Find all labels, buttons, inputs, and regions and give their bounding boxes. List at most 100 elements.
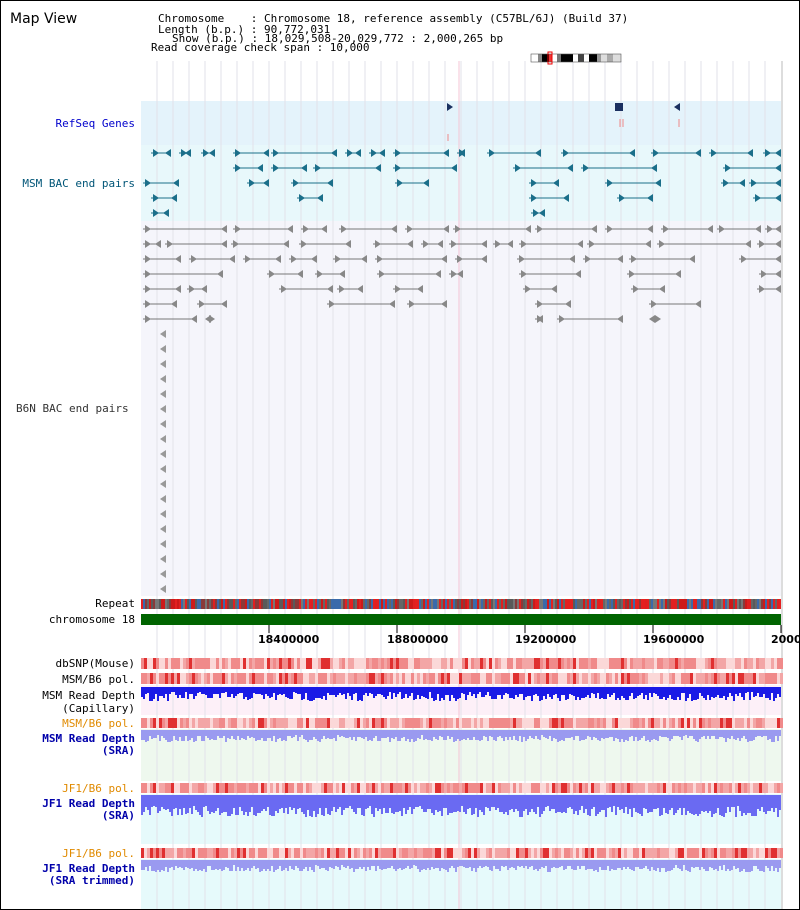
read-depth-bar xyxy=(395,860,397,871)
read-depth-bar xyxy=(345,860,347,868)
msm-bac-end xyxy=(185,149,191,157)
polymorphism-cell xyxy=(744,673,747,684)
polymorphism-cell xyxy=(738,718,741,728)
read-depth-bar xyxy=(379,687,381,694)
msm-bac-end xyxy=(583,164,589,172)
polymorphism-cell xyxy=(549,783,552,793)
read-depth-bar xyxy=(329,795,331,815)
polymorphism-cell xyxy=(534,673,537,684)
repeat-segment xyxy=(299,599,301,609)
polymorphism-cell xyxy=(309,673,312,684)
read-depth-bar xyxy=(483,860,485,867)
repeat-segment xyxy=(449,599,451,609)
track-label-dbsnp[interactable]: dbSNP(Mouse) xyxy=(55,657,135,670)
repeat-segment xyxy=(605,599,607,609)
track-label-jf1-b6-pol-1[interactable]: JF1/B6 pol. xyxy=(62,782,135,795)
read-depth-bar xyxy=(327,730,329,738)
read-depth-bar xyxy=(371,687,373,694)
polymorphism-cell xyxy=(225,718,228,728)
track-label-jf1-depth-sra[interactable]: JF1 Read Depth xyxy=(42,797,135,810)
polymorphism-cell xyxy=(324,658,327,669)
polymorphism-cell xyxy=(723,658,726,669)
read-depth-bar xyxy=(305,687,307,693)
polymorphism-cell xyxy=(345,658,348,669)
repeat-segment xyxy=(419,599,421,609)
track-label-chromosome[interactable]: chromosome 18 xyxy=(48,613,135,626)
repeat-segment xyxy=(447,599,449,609)
track-label-jf1-depth-trim[interactable]: JF1 Read Depth xyxy=(42,862,135,875)
b6n-bac-end xyxy=(525,225,531,233)
read-depth-bar xyxy=(555,687,557,694)
polymorphism-cell xyxy=(156,848,159,858)
ideogram-band xyxy=(573,54,578,62)
polymorphism-cell xyxy=(399,658,402,669)
polymorphism-cell xyxy=(288,658,291,669)
polymorphism-cell xyxy=(639,718,642,728)
polymorphism-cell xyxy=(225,848,228,858)
msm-bac-end xyxy=(395,149,401,157)
track-label-jf1-b6-pol-2[interactable]: JF1/B6 pol. xyxy=(62,847,135,860)
read-depth-bar xyxy=(625,860,627,869)
read-depth-bar xyxy=(299,730,301,737)
polymorphism-cell xyxy=(663,848,666,858)
polymorphism-cell xyxy=(771,783,774,793)
read-depth-bar xyxy=(745,687,747,693)
track-label-refseq[interactable]: RefSeq Genes xyxy=(55,117,135,130)
polymorphism-cell xyxy=(516,783,519,793)
track-label-msm-b6-pol[interactable]: MSM/B6 pol. xyxy=(62,673,135,686)
polymorphism-cell xyxy=(369,673,372,684)
polymorphism-cell xyxy=(417,673,420,684)
polymorphism-cell xyxy=(288,673,291,684)
read-depth-bar xyxy=(611,795,613,812)
repeat-segment xyxy=(305,599,307,609)
polymorphism-cell xyxy=(462,718,465,728)
polymorphism-cell xyxy=(459,848,462,858)
read-depth-bar xyxy=(323,730,325,736)
track-label-msm-depth-cap[interactable]: MSM Read Depth xyxy=(42,689,135,702)
read-depth-bar xyxy=(729,687,731,693)
read-depth-bar xyxy=(197,860,199,871)
polymorphism-cell xyxy=(693,783,696,793)
polymorphism-cell xyxy=(234,848,237,858)
read-depth-bar xyxy=(625,795,627,807)
read-depth-bar xyxy=(489,795,491,811)
read-depth-bar xyxy=(743,860,745,869)
polymorphism-cell xyxy=(477,848,480,858)
repeat-segment xyxy=(573,599,575,609)
read-depth-bar xyxy=(375,730,377,736)
track-label-msm-b6-pol-sra[interactable]: MSM/B6 pol. xyxy=(62,717,135,730)
read-depth-bar xyxy=(421,795,423,809)
repeat-segment xyxy=(577,599,579,609)
repeat-segment xyxy=(331,599,333,609)
read-depth-bar xyxy=(467,730,469,738)
read-depth-bar xyxy=(637,730,639,741)
read-depth-bar xyxy=(763,687,765,694)
b6n-bac-end xyxy=(281,285,287,293)
polymorphism-cell xyxy=(210,658,213,669)
read-depth-bar xyxy=(721,795,723,816)
read-depth-bar xyxy=(469,860,471,867)
track-label-msm-bac[interactable]: MSM BAC end pairs xyxy=(22,177,135,190)
read-depth-bar xyxy=(623,795,625,813)
polymorphism-cell xyxy=(372,673,375,684)
track-label-b6n-bac[interactable]: B6N BAC end pairs xyxy=(16,402,129,415)
read-depth-bar xyxy=(169,730,171,742)
track-label-msm-depth-sra[interactable]: MSM Read Depth xyxy=(42,732,135,745)
read-depth-bar xyxy=(649,687,651,693)
read-depth-bar xyxy=(289,687,291,699)
polymorphism-cell xyxy=(162,848,165,858)
polymorphism-cell xyxy=(450,783,453,793)
track-label-repeat[interactable]: Repeat xyxy=(95,597,135,610)
read-depth-bar xyxy=(439,860,441,871)
polymorphism-cell xyxy=(351,718,354,728)
repeat-segment xyxy=(425,599,427,609)
read-depth-bar xyxy=(705,860,707,871)
read-depth-bar xyxy=(387,860,389,868)
repeat-segment xyxy=(753,599,755,609)
read-depth-bar xyxy=(283,795,285,813)
read-depth-bar xyxy=(167,860,169,872)
polymorphism-cell xyxy=(759,848,762,858)
read-depth-bar xyxy=(553,730,555,738)
polymorphism-cell xyxy=(198,658,201,669)
